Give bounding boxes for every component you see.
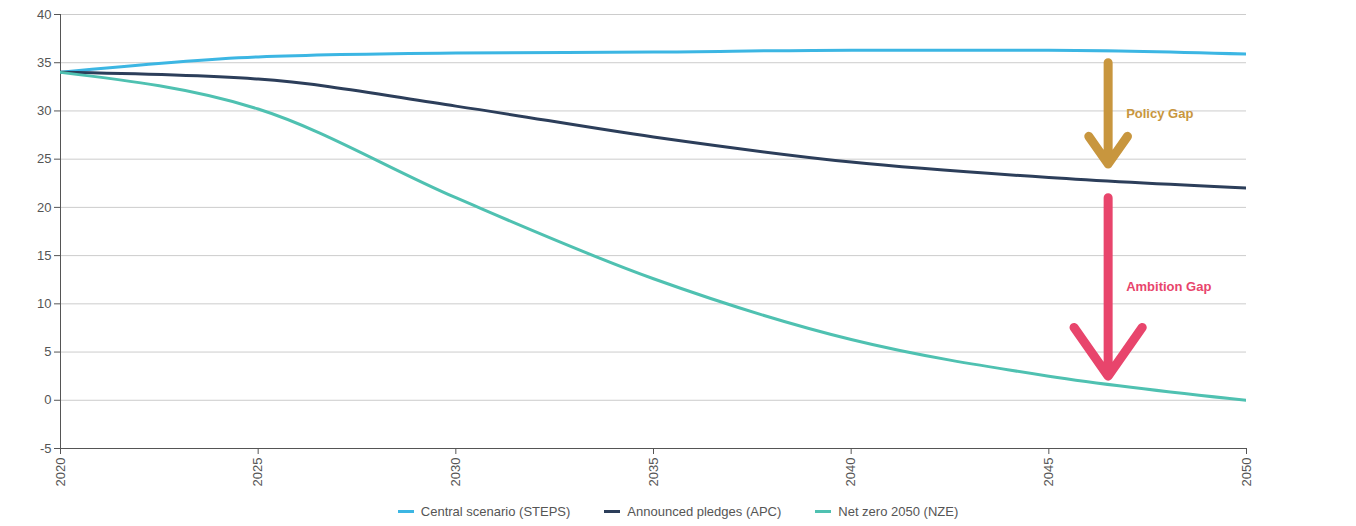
html-text:Net zero 2050 (NZE): Net zero 2050 (NZE) <box>838 503 959 519</box>
svg-text:2040: 2040 <box>843 458 858 487</box>
html-text:Announced pledges (APC): Announced pledges (APC) <box>627 503 782 519</box>
svg-text:2050: 2050 <box>1239 458 1254 487</box>
svg-text:2045: 2045 <box>1041 458 1056 487</box>
svg-text:-5: -5 <box>40 441 52 456</box>
svg-text:25: 25 <box>37 151 51 166</box>
svg-text:2035: 2035 <box>646 458 661 487</box>
svg-text:20: 20 <box>37 200 51 215</box>
svg-text:2030: 2030 <box>448 458 463 487</box>
svg-text:Ambition Gap: Ambition Gap <box>1126 279 1211 294</box>
svg-text:30: 30 <box>37 103 51 118</box>
svg-text:2020: 2020 <box>53 458 68 487</box>
svg-text:35: 35 <box>37 55 51 70</box>
html-text:Central scenario (STEPS): Central scenario (STEPS) <box>420 503 571 519</box>
svg-text:Policy Gap: Policy Gap <box>1126 106 1193 121</box>
svg-text:10: 10 <box>37 296 51 311</box>
svg-text:5: 5 <box>44 344 51 359</box>
svg-text:40: 40 <box>37 7 51 22</box>
svg-text:0: 0 <box>44 392 51 407</box>
svg-text:15: 15 <box>37 248 51 263</box>
svg-text:2025: 2025 <box>250 458 265 487</box>
